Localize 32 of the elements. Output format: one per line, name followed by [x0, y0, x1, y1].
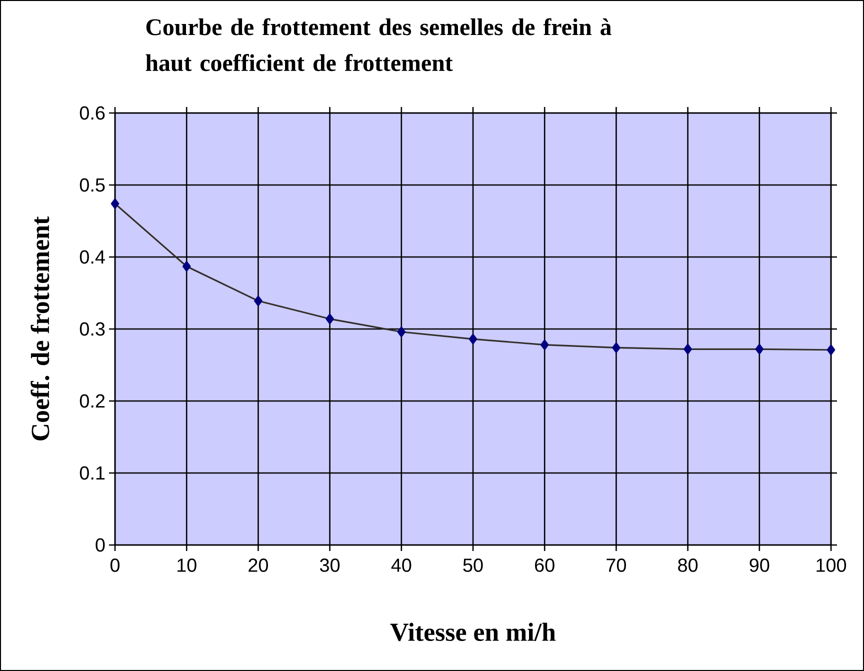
x-tick-label: 20	[248, 558, 268, 572]
y-tick-label: 0.5	[80, 178, 105, 192]
x-tick-label: 50	[463, 558, 483, 572]
y-axis-title: Coeff. de frottement	[30, 216, 50, 440]
y-tick-label: 0.4	[80, 250, 105, 264]
point	[254, 296, 262, 306]
y-tick-label: 0.3	[80, 322, 105, 336]
x-axis-title: Vitesse en mi/h	[390, 622, 556, 642]
point	[110, 198, 120, 209]
point	[612, 342, 620, 353]
point	[326, 314, 334, 324]
point	[397, 326, 406, 338]
point	[468, 334, 478, 344]
point	[182, 261, 191, 272]
x-tick-label: 100	[816, 558, 846, 572]
x-tick-label: 70	[606, 558, 626, 572]
x-tick-label: 60	[535, 558, 554, 572]
y-tick-label: 0.6	[80, 106, 105, 120]
x-tick-label: 80	[678, 558, 698, 572]
y-tick-label: 0.1	[80, 466, 105, 480]
point	[684, 344, 692, 354]
x-tick-label: 30	[320, 558, 340, 572]
point	[540, 340, 549, 350]
x-tick-label: 40	[391, 558, 412, 572]
point	[826, 344, 836, 356]
point	[755, 344, 764, 354]
x-tick-label: 90	[750, 558, 770, 572]
y-tick-label: 0.2	[80, 394, 105, 408]
x-tick-label: 0	[110, 558, 120, 572]
y-tick-label: 0	[96, 538, 105, 552]
chart-title: Courbe de frottement des semelles de frein à haut coefficient de frottement	[146, 18, 612, 72]
x-tick-label: 10	[178, 558, 196, 572]
